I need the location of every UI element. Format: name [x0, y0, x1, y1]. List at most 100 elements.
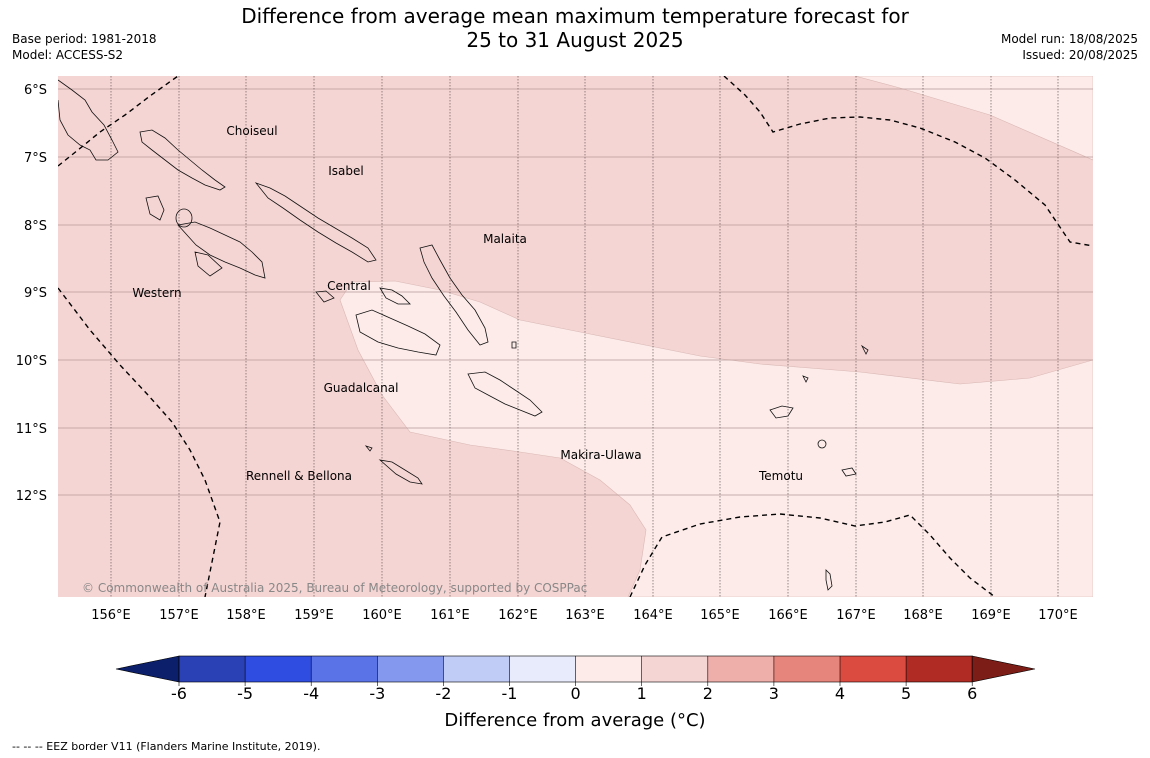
eez-border-northwest — [58, 76, 179, 167]
map-area — [58, 76, 1093, 597]
lat-label: 11°S — [16, 422, 47, 437]
island-outlines — [58, 79, 869, 591]
colorbar-tick-label: -5 — [237, 684, 253, 703]
longitude-labels: 156°E 157°E 158°E 159°E 160°E 161°E 162°… — [91, 608, 1078, 623]
region-label-malaita: Malaita — [483, 232, 527, 246]
island-florida — [379, 287, 411, 305]
eez-border-northeast — [723, 76, 1093, 247]
island-new-georgia — [177, 221, 266, 279]
lon-label: 156°E — [91, 608, 131, 623]
lon-label: 163°E — [565, 608, 605, 623]
lat-label: 6°S — [24, 83, 47, 98]
lon-label: 161°E — [430, 608, 470, 623]
region-label-western: Western — [132, 286, 181, 300]
island-tikopia — [825, 569, 833, 591]
island-isabel — [254, 182, 377, 263]
lon-label: 160°E — [362, 608, 402, 623]
colorbar-segment — [575, 656, 643, 682]
footnote: -- -- -- EEZ border V11 (Flanders Marine… — [12, 740, 321, 753]
colorbar-tick-label: 4 — [835, 684, 845, 703]
region-label-choiseul: Choiseul — [226, 124, 277, 138]
eez-borders — [58, 76, 1093, 597]
island-vanikoro — [841, 467, 857, 477]
lon-label: 170°E — [1038, 608, 1078, 623]
region-label-central: Central — [327, 279, 371, 293]
issued-date: Issued: 20/08/2025 — [1022, 48, 1138, 62]
region-labels: Choiseul Isabel Malaita Western Central … — [132, 124, 803, 483]
lon-label: 165°E — [700, 608, 740, 623]
meta-right: Model run: 18/08/2025 Issued: 20/08/2025 — [1001, 31, 1138, 63]
model-run: Model run: 18/08/2025 — [1000, 32, 1138, 46]
colorbar-segment — [179, 656, 246, 682]
colorbar-segment — [773, 656, 841, 682]
anomaly-fill-0-1-northeast — [854, 76, 1093, 161]
eez-border-west — [58, 287, 221, 597]
colorbar-segment — [906, 656, 973, 682]
lon-label: 162°E — [498, 608, 538, 623]
colorbar-segment — [443, 656, 510, 682]
island-ulawa — [511, 341, 517, 349]
colorbar-segment — [377, 656, 444, 682]
base-period: Base period: 1981-2018 — [12, 32, 157, 46]
colorbar-tick-label: 6 — [967, 684, 977, 703]
colorbar-segment — [840, 656, 907, 682]
colorbar-tick-label: -4 — [303, 684, 319, 703]
island-makira — [467, 371, 543, 417]
colorbar-tick-label: -2 — [435, 684, 451, 703]
colorbar: -6 -5 -4 -3 -2 -1 0 1 2 3 4 5 6 — [115, 655, 1036, 703]
latitude-gridlines — [58, 88, 1093, 496]
model-name: Model: ACCESS-S2 — [12, 48, 124, 62]
colorbar-tick-label: 2 — [703, 684, 713, 703]
island-utupua — [817, 439, 827, 449]
lon-label: 166°E — [768, 608, 808, 623]
colorbar-tick-label: 5 — [901, 684, 911, 703]
eez-border-south — [629, 513, 996, 597]
colorbar-segment — [641, 656, 709, 682]
island-rendova — [194, 251, 223, 277]
title-line-2: 25 to 31 August 2025 — [466, 28, 684, 52]
island-reef-islands — [802, 375, 809, 383]
colorbar-segment — [509, 656, 577, 682]
region-label-isabel: Isabel — [328, 164, 363, 178]
meta-left: Base period: 1981-2018 Model: ACCESS-S2 — [12, 31, 157, 63]
lat-label: 9°S — [24, 286, 47, 301]
lat-label: 10°S — [16, 354, 47, 369]
colorbar-tick-label: -1 — [502, 684, 518, 703]
colorbar-label: Difference from average (°C) — [444, 710, 706, 731]
lat-label: 7°S — [24, 151, 47, 166]
colorbar-tick-label: -6 — [171, 684, 187, 703]
island-kolombangara — [175, 208, 193, 228]
island-malaita — [419, 244, 489, 346]
colorbar-segment — [707, 656, 775, 682]
lon-label: 158°E — [226, 608, 266, 623]
copyright-notice: © Commonwealth of Australia 2025, Bureau… — [82, 581, 587, 595]
island-vella — [145, 195, 165, 221]
lon-label: 169°E — [971, 608, 1011, 623]
lon-label: 168°E — [903, 608, 943, 623]
lat-label: 12°S — [16, 489, 47, 504]
island-bougainville — [58, 79, 119, 161]
island-ontong — [860, 344, 869, 355]
lat-label: 8°S — [24, 219, 47, 234]
title-line-1: Difference from average mean maximum tem… — [241, 4, 909, 28]
lon-label: 159°E — [294, 608, 334, 623]
island-rennell — [378, 459, 423, 485]
lon-label: 164°E — [633, 608, 673, 623]
chart-title: Difference from average mean maximum tem… — [150, 4, 1000, 52]
colorbar-tick-label: 1 — [637, 684, 647, 703]
island-choiseul — [139, 129, 226, 191]
island-bellona — [364, 445, 373, 452]
latitude-labels: 6°S 7°S 8°S 9°S 10°S 11°S 12°S — [16, 83, 47, 504]
colorbar-segment — [245, 656, 312, 682]
colorbar-segment — [311, 656, 378, 682]
colorbar-extend-low — [115, 655, 180, 683]
region-label-makira-ulawa: Makira-Ulawa — [560, 448, 641, 462]
lon-label: 167°E — [836, 608, 876, 623]
region-label-rennell-bellona: Rennell & Bellona — [246, 469, 352, 483]
region-label-guadalcanal: Guadalcanal — [324, 381, 399, 395]
colorbar-tick-label: -3 — [369, 684, 385, 703]
region-label-temotu: Temotu — [758, 469, 803, 483]
colorbar-extend-high — [971, 655, 1036, 683]
colorbar-tick-label: 3 — [769, 684, 779, 703]
